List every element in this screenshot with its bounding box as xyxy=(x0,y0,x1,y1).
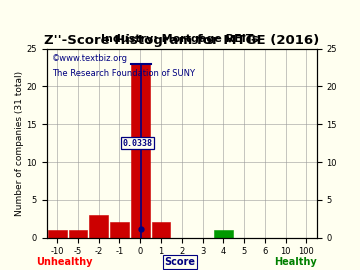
Text: Industry: Mortgage REITs: Industry: Mortgage REITs xyxy=(101,34,259,44)
Title: Z''-Score Histogram for MTGE (2016): Z''-Score Histogram for MTGE (2016) xyxy=(44,35,319,48)
Text: ©www.textbiz.org: ©www.textbiz.org xyxy=(52,54,128,63)
Text: The Research Foundation of SUNY: The Research Foundation of SUNY xyxy=(52,69,195,78)
Bar xyxy=(152,222,170,238)
Bar xyxy=(214,230,233,238)
Bar xyxy=(89,215,108,238)
Bar xyxy=(110,222,129,238)
Y-axis label: Number of companies (31 total): Number of companies (31 total) xyxy=(15,70,24,216)
Bar xyxy=(69,230,87,238)
Text: Healthy: Healthy xyxy=(274,257,316,267)
Text: 0.0338: 0.0338 xyxy=(123,139,153,148)
Text: Score: Score xyxy=(165,257,195,267)
Bar xyxy=(131,64,150,238)
Bar xyxy=(48,230,67,238)
Text: Unhealthy: Unhealthy xyxy=(37,257,93,267)
